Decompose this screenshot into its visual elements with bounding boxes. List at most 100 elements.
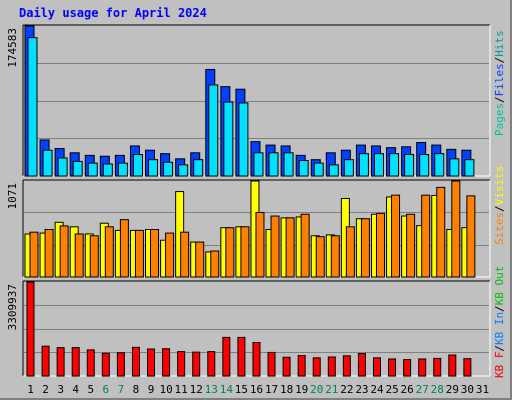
kbytes-bar — [177, 351, 186, 377]
sites-bar — [270, 215, 280, 278]
kbytes-bar — [372, 357, 381, 377]
files-bar — [87, 162, 98, 177]
kbytes-bar — [131, 346, 140, 377]
sites-bar — [255, 211, 265, 278]
sites-bar — [285, 217, 295, 278]
files-bar — [57, 157, 68, 177]
files-bar — [434, 153, 445, 177]
kbytes-bar — [237, 336, 246, 377]
legend-kbytes: / — [493, 305, 506, 312]
files-bar — [178, 164, 189, 177]
files-bar — [72, 160, 83, 177]
sites-bar — [59, 225, 69, 278]
kbytes-bar — [267, 351, 276, 377]
sites-bar — [300, 213, 310, 278]
x-tick-label: 11 — [175, 383, 188, 396]
x-tick-label: 18 — [280, 383, 293, 396]
files-bar — [449, 158, 460, 177]
x-tick-label: 30 — [461, 383, 474, 396]
x-tick-label: 8 — [133, 383, 140, 396]
files-bar — [163, 161, 174, 177]
kbytes-bar — [116, 352, 125, 377]
x-tick-label: 3 — [57, 383, 64, 396]
kbytes-bar — [327, 356, 336, 377]
files-bar — [102, 163, 113, 177]
files-bar — [343, 159, 354, 177]
kbytes-bar — [252, 341, 261, 377]
sites-bar — [104, 226, 114, 278]
x-tick-label: 25 — [385, 383, 398, 396]
sites-bar — [89, 235, 99, 278]
files-bar — [253, 152, 264, 177]
x-tick-label: 27 — [416, 383, 429, 396]
files-bar — [328, 164, 339, 177]
files-bar — [42, 149, 53, 177]
kbytes-bar — [101, 352, 110, 377]
x-tick-label: 16 — [250, 383, 263, 396]
legend-pages-files-hits: Files — [493, 63, 506, 96]
legend-sites-visits: / — [493, 205, 506, 212]
x-tick-label: 13 — [205, 383, 218, 396]
files-bar — [117, 162, 128, 177]
panel3-ymax-label: 3309937 — [6, 284, 19, 330]
kbytes-bar — [192, 351, 201, 377]
x-tick-label: 21 — [325, 383, 338, 396]
kbytes-bar — [297, 355, 306, 377]
x-tick-label: 5 — [87, 383, 94, 396]
sites-bar — [406, 213, 416, 278]
kbytes-bar — [448, 354, 457, 377]
files-bar — [193, 159, 204, 177]
kbytes-bar — [403, 359, 412, 377]
panel1-ymax-label: 174583 — [6, 28, 19, 68]
kbytes-bar — [357, 353, 366, 377]
files-bar — [389, 153, 400, 177]
x-tick-label: 24 — [370, 383, 384, 396]
x-tick-label: 31 — [476, 383, 489, 396]
kbytes-bar — [282, 356, 291, 377]
x-tick-label: 22 — [340, 383, 353, 396]
x-tick-label: 12 — [190, 383, 203, 396]
x-tick-label: 7 — [118, 383, 125, 396]
x-tick-label: 4 — [72, 383, 79, 396]
files-bar — [238, 102, 249, 177]
legend-kbytes: KB Out — [493, 266, 506, 306]
sites-bar — [375, 212, 385, 278]
sites-bar — [436, 186, 446, 278]
sites-bar — [466, 195, 476, 278]
chart-title: Daily usage for April 2024 — [19, 6, 207, 20]
kbytes-bar — [342, 355, 351, 377]
panel2-ymax-label: 1071 — [6, 183, 19, 210]
legend-pages-files-hits: Pages — [493, 103, 506, 136]
files-bar — [313, 162, 324, 177]
kbytes-bar — [433, 357, 442, 377]
sites-bar — [391, 194, 401, 278]
kbytes-bar — [71, 347, 80, 377]
x-tick-label: 20 — [310, 383, 323, 396]
kbytes-bar — [418, 358, 427, 377]
files-bar — [27, 37, 38, 177]
sites-bar — [421, 194, 431, 278]
sites-bar — [44, 228, 54, 278]
kbytes-bar — [56, 347, 65, 377]
sites-bar — [74, 233, 84, 278]
legend-sites-visits: Sites — [493, 212, 506, 245]
files-bar — [358, 153, 369, 177]
kbytes-bar — [222, 336, 231, 377]
files-bar — [132, 154, 143, 177]
legend-sites-visits: Visits — [493, 166, 506, 206]
sites-bar — [119, 219, 129, 278]
legend-kbytes: KB F — [493, 352, 506, 379]
sites-bar — [165, 232, 175, 278]
files-bar — [223, 101, 234, 177]
x-tick-label: 1 — [27, 383, 34, 396]
sites-bar — [345, 226, 355, 278]
sites-bar — [360, 218, 370, 278]
x-tick-label: 19 — [295, 383, 308, 396]
files-bar — [268, 152, 279, 177]
x-tick-label: 26 — [401, 383, 414, 396]
x-tick-label: 2 — [42, 383, 49, 396]
sites-bar — [330, 235, 340, 278]
sites-bar — [210, 250, 220, 278]
sites-bar — [225, 227, 235, 278]
